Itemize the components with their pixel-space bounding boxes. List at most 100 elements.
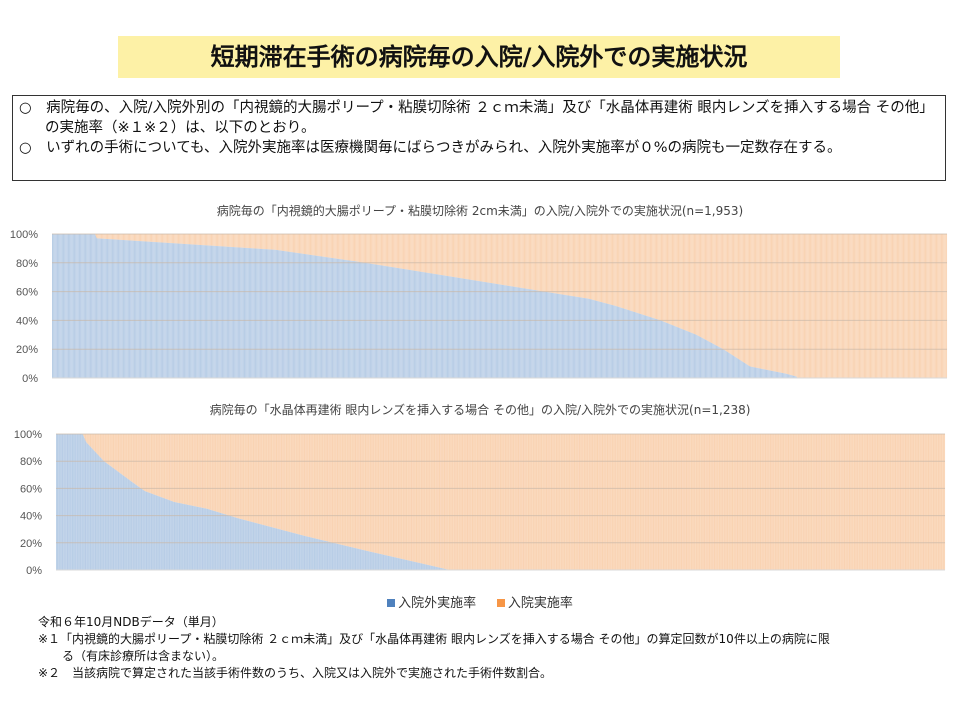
bar-inpatient	[211, 234, 212, 246]
bar-outpatient	[552, 292, 553, 378]
bar-inpatient	[364, 234, 365, 263]
bar-outpatient	[186, 244, 188, 378]
bar-outpatient	[691, 332, 692, 378]
bar-inpatient	[184, 234, 186, 245]
bar-inpatient	[580, 234, 581, 298]
bar-outpatient	[407, 269, 408, 378]
bar-inpatient	[312, 234, 313, 256]
bar-outpatient	[688, 331, 690, 378]
bar-outpatient	[634, 311, 635, 378]
bar-outpatient	[459, 278, 461, 378]
bar-inpatient	[387, 434, 388, 556]
bar-outpatient	[256, 248, 258, 378]
bar-outpatient	[443, 275, 444, 378]
bar-outpatient	[762, 369, 764, 378]
bar-inpatient	[877, 234, 879, 378]
bar-inpatient	[401, 434, 403, 559]
bar-inpatient	[577, 234, 579, 298]
bar-outpatient	[424, 272, 425, 378]
bar-inpatient	[254, 234, 256, 249]
bar-outpatient	[491, 283, 492, 378]
bar-outpatient	[310, 254, 312, 378]
bar-outpatient	[315, 255, 317, 378]
bar-inpatient	[944, 234, 946, 378]
bar-inpatient	[533, 434, 535, 570]
bar-outpatient	[315, 255, 317, 378]
chart1: 0%20%40%60%80%100%	[10, 229, 948, 385]
bar-outpatient	[138, 486, 140, 570]
bar-outpatient	[526, 288, 528, 378]
bar-inpatient	[514, 234, 515, 287]
bar-inpatient	[729, 234, 730, 354]
bar-inpatient	[696, 234, 697, 335]
bar-outpatient	[639, 313, 641, 378]
bar-inpatient	[788, 234, 790, 375]
bar-outpatient	[233, 516, 235, 570]
bar-inpatient	[409, 234, 411, 271]
bar-inpatient	[543, 434, 545, 570]
bar-inpatient	[648, 234, 650, 317]
bar-inpatient	[138, 434, 140, 487]
bar-inpatient	[518, 434, 520, 570]
bar-outpatient	[392, 267, 394, 378]
bar-inpatient	[468, 434, 469, 570]
bar-inpatient	[655, 434, 657, 570]
bar-inpatient	[728, 234, 729, 353]
bar-outpatient	[655, 318, 657, 378]
bar-outpatient	[418, 271, 420, 378]
bar-outpatient	[420, 563, 422, 570]
bar-inpatient	[146, 234, 147, 242]
bar-inpatient	[911, 234, 912, 378]
bar-outpatient	[740, 360, 741, 378]
bar-outpatient	[629, 310, 630, 378]
bar-outpatient	[210, 509, 212, 570]
bar-inpatient	[695, 234, 696, 335]
bar-outpatient	[305, 536, 306, 570]
bar-outpatient	[201, 245, 202, 378]
bar-inpatient	[754, 234, 755, 368]
bar-outpatient	[443, 568, 445, 570]
bar-outpatient	[341, 544, 342, 570]
bar-inpatient	[114, 234, 115, 240]
bar-inpatient	[699, 234, 701, 337]
bar-inpatient	[513, 234, 515, 287]
bar-outpatient	[400, 268, 402, 378]
bar-inpatient	[932, 234, 934, 378]
bar-outpatient	[97, 238, 99, 378]
bar-outpatient	[788, 374, 789, 378]
bar-outpatient	[251, 521, 253, 570]
bar-inpatient	[493, 234, 494, 284]
bar-outpatient	[530, 289, 531, 378]
bar-inpatient	[239, 234, 240, 248]
bar-outpatient	[272, 249, 273, 378]
bar-outpatient	[501, 284, 502, 378]
bar-inpatient	[275, 434, 277, 529]
bar-outpatient	[244, 520, 246, 570]
bar-inpatient	[168, 234, 170, 243]
bar-inpatient	[419, 434, 421, 564]
bar-inpatient	[300, 434, 301, 535]
bar-inpatient	[145, 434, 146, 492]
bar-inpatient	[897, 234, 899, 378]
bar-outpatient	[525, 288, 527, 378]
bar-inpatient	[469, 434, 471, 570]
bar-outpatient	[74, 234, 76, 378]
bar-inpatient	[846, 234, 848, 378]
bar-inpatient	[193, 434, 195, 507]
bar-inpatient	[370, 234, 372, 264]
bar-outpatient	[158, 496, 160, 570]
bar-inpatient	[252, 234, 254, 249]
bar-inpatient	[743, 234, 744, 363]
bar-outpatient	[417, 562, 418, 570]
bar-outpatient	[586, 298, 587, 378]
bar-inpatient	[222, 234, 223, 247]
bar-outpatient	[723, 349, 725, 378]
bar-outpatient	[76, 434, 77, 570]
bar-outpatient	[299, 253, 300, 378]
bar-inpatient	[98, 434, 100, 456]
bar-outpatient	[304, 535, 306, 570]
bar-outpatient	[86, 443, 88, 570]
bar-outpatient	[122, 239, 123, 378]
bar-outpatient	[260, 248, 262, 378]
bar-inpatient	[706, 234, 707, 341]
